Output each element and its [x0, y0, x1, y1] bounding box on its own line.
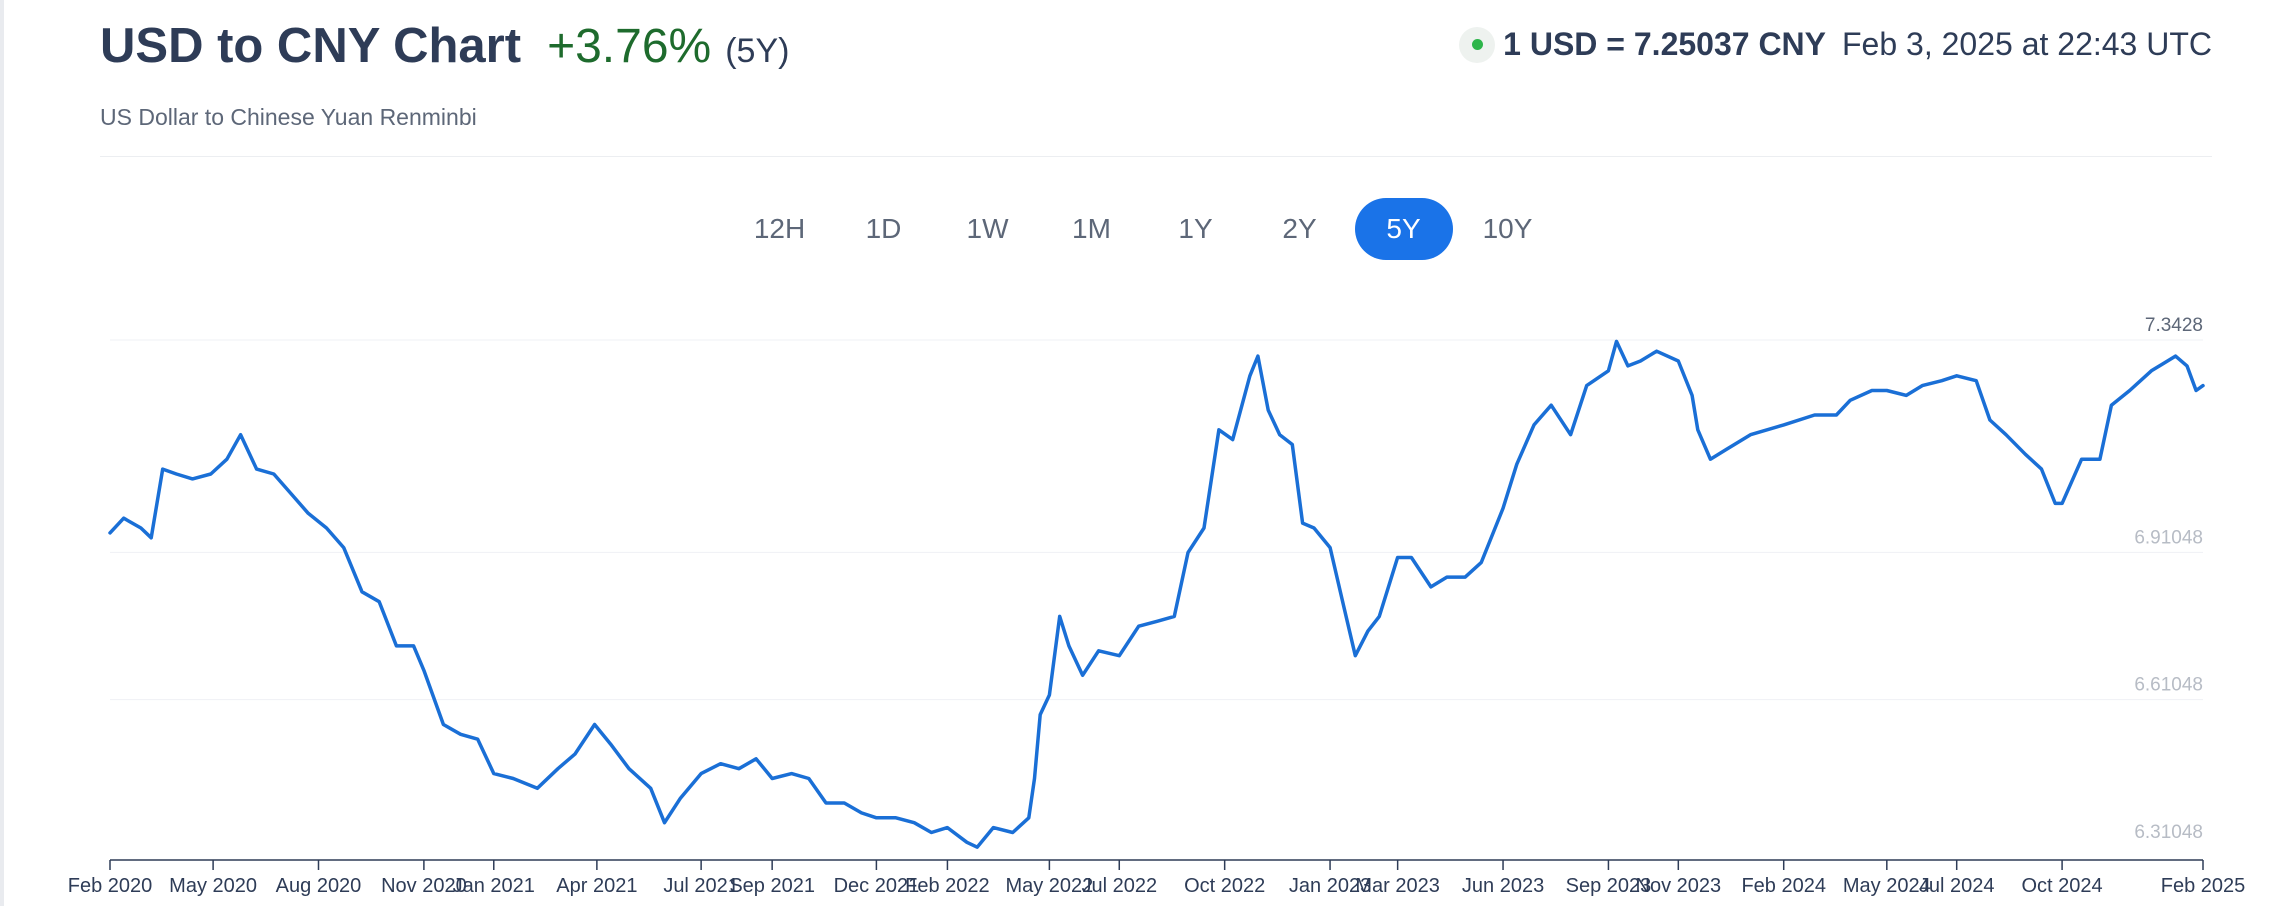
period-button-5y[interactable]: 5Y [1354, 198, 1453, 260]
live-rate: 1 USD = 7.25037 CNY Feb 3, 2025 at 22:43… [1459, 26, 2212, 63]
x-axis-tick-label: Feb 2022 [905, 875, 990, 897]
x-axis-tick-label: Oct 2024 [2022, 875, 2103, 897]
x-axis-tick-label: Jan 2021 [453, 875, 535, 897]
title-row: USD to CNY Chart +3.76% (5Y) [100, 18, 789, 74]
x-axis-tick-label: Jul 2024 [1919, 875, 1995, 897]
exchange-rate-chart: 7.3428 6.91048 6.61048 6.31048 Feb 2020 May 2… [68, 315, 2246, 897]
period-button-12h[interactable]: 12H [753, 213, 806, 244]
chart-header: USD to CNY Chart +3.76% (5Y) US Dollar t… [100, 18, 2212, 158]
y-axis-tick-label: 6.31048 [2134, 822, 2203, 843]
x-axis-tick-label: Jul 2022 [1081, 875, 1157, 897]
x-axis-tick-label: Feb 2024 [1741, 875, 1826, 897]
x-axis-tick-label: Feb 2020 [68, 875, 153, 897]
x-axis-tick-label: Jun 2023 [1462, 875, 1544, 897]
x-axis-tick-label: Jul 2021 [663, 875, 739, 897]
period-button-10y[interactable]: 10Y [1482, 213, 1533, 244]
live-dot-icon [1459, 26, 1496, 63]
x-axis-tick-label: May 2024 [1843, 875, 1931, 897]
period-button-1m[interactable]: 1M [1072, 213, 1111, 244]
x-axis-tick-label: Dec 2021 [834, 875, 920, 897]
x-axis-tick-label: May 2020 [169, 875, 257, 897]
change-period: (5Y) [725, 32, 790, 70]
x-axis-tick-label: May 2022 [1005, 875, 1093, 897]
series-line-usd-cny [108, 339, 2205, 849]
exchange-rate: 1 USD = 7.25037 CNY [1503, 26, 1826, 62]
x-axis-tick-label: Jan 2023 [1289, 875, 1371, 897]
percent-change: +3.76% [547, 20, 712, 73]
y-axis-tick-label: 6.91048 [2134, 527, 2203, 548]
x-axis-tick-label: Apr 2021 [556, 875, 637, 897]
period-button-2y[interactable]: 2Y [1282, 213, 1317, 244]
page-title: USD to CNY Chart [100, 19, 522, 73]
page-subtitle: US Dollar to Chinese Yuan Renminbi [100, 104, 477, 130]
period-selector: 12H 1D 1W 1M 1Y 2Y 5Y 10Y [0, 198, 2278, 260]
rate-timestamp: Feb 3, 2025 at 22:43 UTC [1842, 26, 2212, 62]
x-axis-tick-label: Aug 2020 [276, 875, 362, 897]
period-button-1w[interactable]: 1W [966, 213, 1009, 244]
x-axis-tick-label: Sep 2021 [729, 875, 815, 897]
x-axis-tick-label: Feb 2025 [2161, 875, 2246, 897]
x-axis-tick-label: Sep 2023 [1566, 875, 1652, 897]
x-axis-tick-label: Nov 2020 [381, 875, 467, 897]
x-axis-tick-label: Mar 2023 [1355, 875, 1440, 897]
x-axis-tick-label: Oct 2022 [1184, 875, 1265, 897]
y-axis-tick-label: 6.61048 [2134, 675, 2203, 696]
x-axis-tick-label: Nov 2023 [1636, 875, 1722, 897]
y-axis-tick-label: 7.3428 [2145, 315, 2203, 336]
period-button-1y[interactable]: 1Y [1178, 213, 1213, 244]
period-button-1d[interactable]: 1D [865, 213, 902, 244]
window-edge [0, 0, 4, 906]
header-divider [100, 156, 2212, 157]
